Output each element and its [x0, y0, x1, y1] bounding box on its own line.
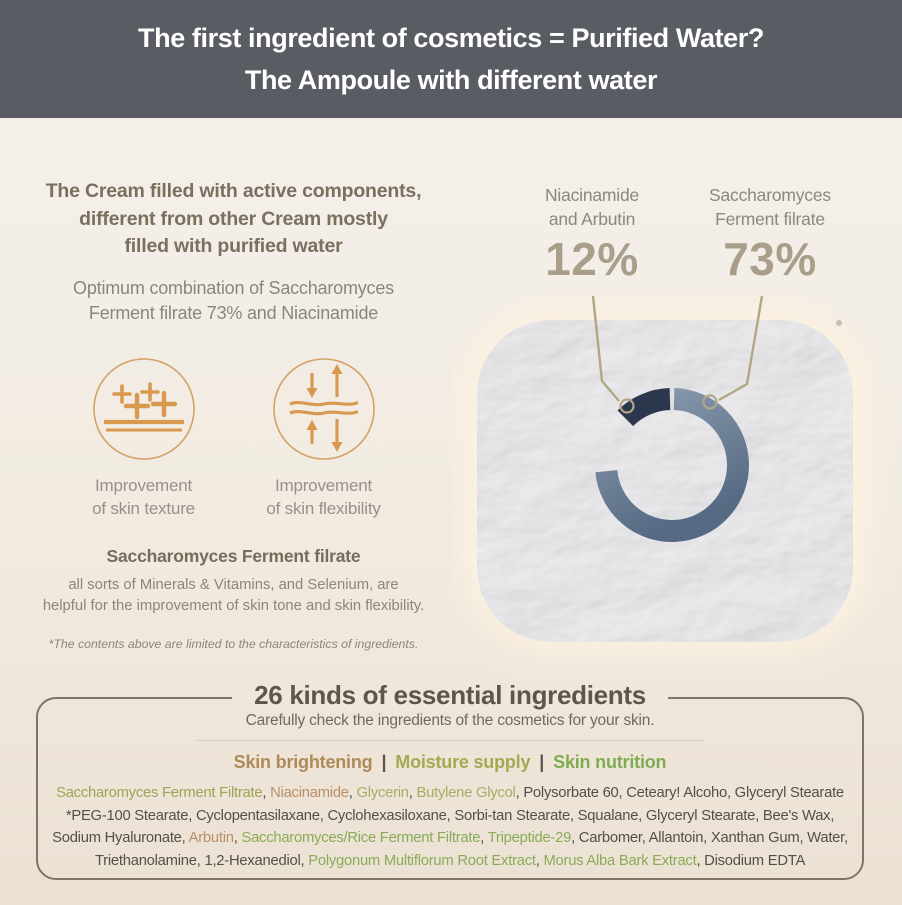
category-separator: |: [381, 752, 387, 772]
main-claim-heading: The Cream filled with active components,…: [16, 178, 451, 261]
ingredients-box-subtitle: Carefully check the ingredients of the c…: [245, 712, 655, 729]
header-line-1: The first ingredient of cosmetics = Puri…: [138, 23, 764, 53]
callout-niacinamide: Niacinamide and Arbutin 12%: [492, 184, 692, 284]
feature-skin-flexibility: Improvement of skin flexibility: [248, 357, 400, 520]
main-claim-line: The Cream filled with active components,: [45, 180, 422, 202]
ingredients-box: 26 kinds of essential ingredients Carefu…: [36, 680, 864, 880]
feature-label: Improvement of skin texture: [92, 475, 195, 518]
leader-line-12: [591, 295, 620, 402]
category-list: Skin brightening | Moisture supply | Skin nu…: [38, 752, 862, 773]
leader-ring-73: [702, 394, 718, 410]
compress-stretch-arrows-icon: [248, 357, 400, 461]
main-claim-line: different from other Cream mostly: [79, 207, 388, 230]
leader-ring-12: [619, 398, 635, 414]
category-separator: |: [539, 752, 545, 772]
speck-dot: [836, 320, 842, 326]
category-label: Skin brightening: [233, 752, 373, 772]
feature-label: Improvement of skin flexibility: [266, 475, 381, 518]
combination-subheading: Optimum combination of Saccharomyces Fer…: [16, 276, 451, 327]
divider-line: [196, 740, 704, 741]
donut-slice-73: [595, 388, 749, 542]
feature-list: Improvement of skin texture: [16, 357, 451, 520]
callout-label: Niacinamide and Arbutin: [544, 185, 640, 229]
disclaimer-footnote: *The contents above are limited to the c…: [48, 636, 419, 651]
category-label: Moisture supply: [395, 752, 531, 772]
ingredient-highlight-text: all sorts of Minerals & Vitamins, and Se…: [42, 576, 425, 614]
category-label: Skin nutrition: [553, 752, 667, 772]
callout-value: 12%: [545, 233, 639, 285]
header-banner: The first ingredient of cosmetics = Puri…: [0, 0, 902, 118]
ingredient-highlight-title: Saccharomyces Ferment filrate: [106, 545, 361, 566]
ingredient-line: Saccharomyces Ferment Filtrate, Niacinam…: [56, 785, 844, 801]
chart-panel: Niacinamide and Arbutin 12% Saccharomyce…: [451, 118, 902, 680]
ingredient-list: Saccharomyces Ferment Filtrate, Niacinam…: [38, 782, 862, 872]
ingredient-line: *PEG-100 Stearate, Cyclopentasilaxane, C…: [65, 807, 835, 824]
ingredient-line: Triethanolamine, 1,2-Hexanediol, Polygon…: [94, 852, 806, 869]
donut-chart-figure: [463, 295, 869, 652]
ingredient-line: Sodium Hyaluronate, Arbutin, Saccharomyc…: [52, 830, 848, 846]
ingredients-box-title: 26 kinds of essential ingredients: [232, 680, 668, 711]
combination-line: Optimum combination of Saccharomyces: [73, 277, 394, 298]
callout-value: 73%: [723, 233, 817, 285]
main-claim-line: filled with purified water: [124, 235, 343, 257]
content-area: The Cream filled with active components,…: [0, 118, 902, 680]
callout-saccharomyces: Saccharomyces Ferment filrate 73%: [670, 184, 870, 284]
sparkles-skin-icon: [68, 357, 220, 461]
callout-label: Saccharomyces Ferment filrate: [709, 185, 831, 229]
header-line-2: The Ampoule with different water: [244, 65, 658, 95]
leader-line-73: [718, 295, 764, 402]
combination-line: Ferment filrate 73% and Niacinamide: [88, 303, 379, 323]
feature-skin-texture: Improvement of skin texture: [68, 357, 220, 520]
left-column: The Cream filled with active components,…: [0, 118, 451, 651]
donut-slice-12: [617, 388, 671, 427]
cream-texture-swatch: [477, 320, 853, 642]
